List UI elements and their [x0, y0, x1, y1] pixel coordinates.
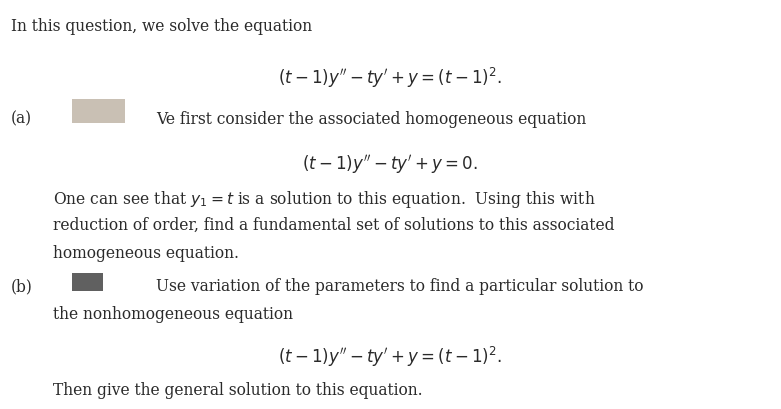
Text: Then give the general solution to this equation.: Then give the general solution to this e…	[53, 381, 423, 398]
Text: $(t-1)y''-ty'+y=0.$: $(t-1)y''-ty'+y=0.$	[302, 152, 479, 175]
Bar	[72, 100, 125, 124]
Text: reduction of order, find a fundamental set of solutions to this associated: reduction of order, find a fundamental s…	[53, 217, 615, 234]
Text: homogeneous equation.: homogeneous equation.	[53, 245, 239, 261]
Text: (b): (b)	[11, 277, 33, 294]
Text: $(t-1)y''-ty'+y=(t-1)^2.$: $(t-1)y''-ty'+y=(t-1)^2.$	[279, 344, 502, 369]
Text: $(t-1)y''-ty'+y=(t-1)^2.$: $(t-1)y''-ty'+y=(t-1)^2.$	[279, 65, 502, 90]
Text: One can see that $y_1 = t$ is a solution to this equation.  Using this with: One can see that $y_1 = t$ is a solution…	[53, 189, 596, 210]
Bar	[72, 273, 103, 291]
Text: (a): (a)	[11, 110, 32, 127]
Text: Use variation of the parameters to find a particular solution to: Use variation of the parameters to find …	[156, 277, 644, 294]
Text: In this question, we solve the equation: In this question, we solve the equation	[11, 18, 312, 35]
Text: the nonhomogeneous equation: the nonhomogeneous equation	[53, 305, 293, 322]
Text: Ve first consider the associated homogeneous equation: Ve first consider the associated homogen…	[156, 110, 587, 127]
